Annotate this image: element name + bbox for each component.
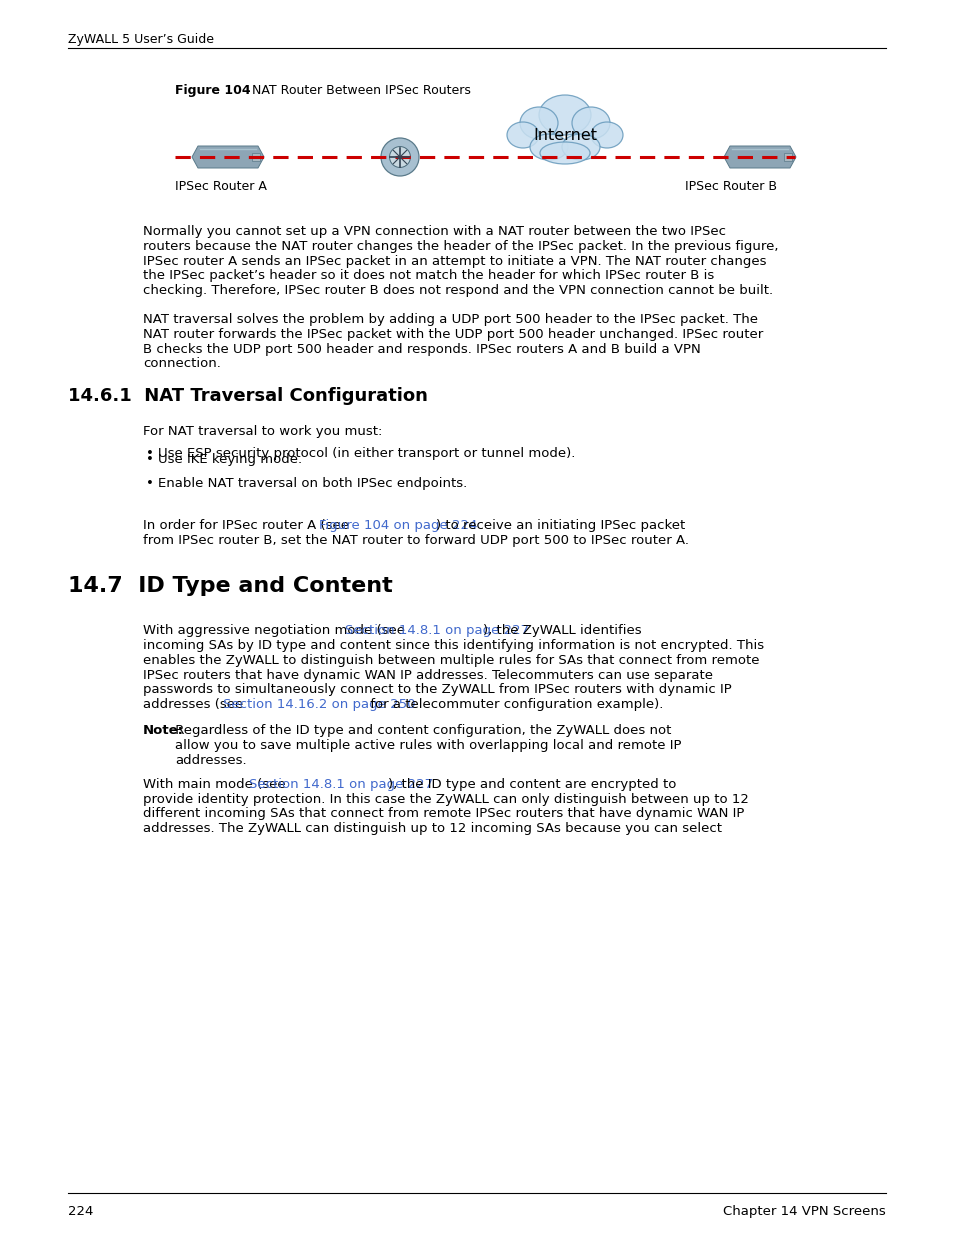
Text: enables the ZyWALL to distinguish between multiple rules for SAs that connect fr: enables the ZyWALL to distinguish betwee… [143, 653, 759, 667]
Text: incoming SAs by ID type and content since this identifying information is not en: incoming SAs by ID type and content sinc… [143, 638, 763, 652]
Text: addresses (see: addresses (see [143, 698, 247, 711]
Text: Figure 104 on page 224: Figure 104 on page 224 [318, 520, 476, 532]
Circle shape [389, 147, 410, 168]
Ellipse shape [519, 107, 558, 140]
Ellipse shape [530, 135, 567, 161]
Text: allow you to save multiple active rules with overlapping local and remote IP: allow you to save multiple active rules … [174, 739, 680, 752]
Text: different incoming SAs that connect from remote IPSec routers that have dynamic : different incoming SAs that connect from… [143, 808, 743, 820]
Bar [783, 153, 791, 161]
Ellipse shape [561, 135, 599, 161]
Text: Chapter 14 VPN Screens: Chapter 14 VPN Screens [722, 1205, 885, 1218]
Text: Section 14.8.1 on page 227: Section 14.8.1 on page 227 [249, 778, 433, 790]
Text: for a telecommuter configuration example).: for a telecommuter configuration example… [366, 698, 663, 711]
Text: For NAT traversal to work you must:: For NAT traversal to work you must: [143, 425, 382, 438]
Text: •: • [146, 447, 153, 461]
Text: Figure 104: Figure 104 [174, 84, 251, 98]
Ellipse shape [590, 122, 622, 148]
Text: connection.: connection. [143, 357, 221, 370]
Text: 224: 224 [68, 1205, 93, 1218]
Text: Use IKE keying mode.: Use IKE keying mode. [158, 453, 302, 467]
Text: ), the ZyWALL identifies: ), the ZyWALL identifies [483, 624, 641, 637]
Polygon shape [723, 146, 795, 168]
Text: addresses. The ZyWALL can distinguish up to 12 incoming SAs because you can sele: addresses. The ZyWALL can distinguish up… [143, 823, 721, 835]
Text: 14.7  ID Type and Content: 14.7 ID Type and Content [68, 577, 393, 597]
Text: •: • [146, 453, 153, 467]
Text: routers because the NAT router changes the header of the IPSec packet. In the pr: routers because the NAT router changes t… [143, 240, 778, 253]
Polygon shape [192, 146, 264, 168]
Ellipse shape [506, 122, 538, 148]
Text: from IPSec router B, set the NAT router to forward UDP port 500 to IPSec router : from IPSec router B, set the NAT router … [143, 535, 688, 547]
Text: addresses.: addresses. [174, 753, 247, 767]
Text: ) to receive an initiating IPSec packet: ) to receive an initiating IPSec packet [436, 520, 684, 532]
Bar [252, 153, 260, 161]
Text: Internet: Internet [533, 127, 597, 142]
Ellipse shape [530, 135, 567, 161]
Text: B checks the UDP port 500 header and responds. IPSec routers A and B build a VPN: B checks the UDP port 500 header and res… [143, 342, 700, 356]
Ellipse shape [572, 107, 609, 140]
Text: Note:: Note: [143, 724, 184, 737]
Text: IPSec Router A: IPSec Router A [174, 180, 267, 193]
Text: passwords to simultaneously connect to the ZyWALL from IPSec routers with dynami: passwords to simultaneously connect to t… [143, 683, 731, 697]
Ellipse shape [506, 122, 538, 148]
Ellipse shape [590, 122, 622, 148]
Ellipse shape [538, 95, 590, 135]
Text: the IPSec packet’s header so it does not match the header for which IPSec router: the IPSec packet’s header so it does not… [143, 269, 714, 283]
Text: In order for IPSec router A (see: In order for IPSec router A (see [143, 520, 353, 532]
Text: Regardless of the ID type and content configuration, the ZyWALL does not: Regardless of the ID type and content co… [171, 724, 671, 737]
Text: NAT Router Between IPSec Routers: NAT Router Between IPSec Routers [244, 84, 471, 98]
Text: With aggressive negotiation mode (see: With aggressive negotiation mode (see [143, 624, 409, 637]
Ellipse shape [538, 95, 590, 135]
Ellipse shape [539, 142, 589, 164]
Text: •: • [146, 478, 153, 490]
Text: ), the ID type and content are encrypted to: ), the ID type and content are encrypted… [387, 778, 676, 790]
Text: Section 14.16.2 on page 250: Section 14.16.2 on page 250 [223, 698, 415, 711]
Text: ZyWALL 5 User’s Guide: ZyWALL 5 User’s Guide [68, 33, 213, 46]
Text: NAT traversal solves the problem by adding a UDP port 500 header to the IPSec pa: NAT traversal solves the problem by addi… [143, 312, 758, 326]
Ellipse shape [519, 107, 558, 140]
Ellipse shape [539, 142, 589, 164]
Text: IPSec routers that have dynamic WAN IP addresses. Telecommuters can use separate: IPSec routers that have dynamic WAN IP a… [143, 668, 712, 682]
Ellipse shape [561, 135, 599, 161]
Circle shape [380, 138, 418, 177]
Text: IPSec Router B: IPSec Router B [684, 180, 776, 193]
Text: With main mode (see: With main mode (see [143, 778, 290, 790]
Text: IPSec router A sends an IPSec packet in an attempt to initiate a VPN. The NAT ro: IPSec router A sends an IPSec packet in … [143, 254, 765, 268]
Ellipse shape [572, 107, 609, 140]
Text: checking. Therefore, IPSec router B does not respond and the VPN connection cann: checking. Therefore, IPSec router B does… [143, 284, 772, 298]
Text: provide identity protection. In this case the ZyWALL can only distinguish betwee: provide identity protection. In this cas… [143, 793, 748, 805]
Text: Use ESP security protocol (in either transport or tunnel mode).: Use ESP security protocol (in either tra… [158, 447, 575, 461]
Text: Section 14.8.1 on page 227: Section 14.8.1 on page 227 [345, 624, 529, 637]
Text: Enable NAT traversal on both IPSec endpoints.: Enable NAT traversal on both IPSec endpo… [158, 478, 467, 490]
Text: 14.6.1  NAT Traversal Configuration: 14.6.1 NAT Traversal Configuration [68, 388, 428, 405]
Text: Normally you cannot set up a VPN connection with a NAT router between the two IP: Normally you cannot set up a VPN connect… [143, 225, 725, 238]
Text: NAT router forwards the IPSec packet with the UDP port 500 header unchanged. IPS: NAT router forwards the IPSec packet wit… [143, 327, 762, 341]
